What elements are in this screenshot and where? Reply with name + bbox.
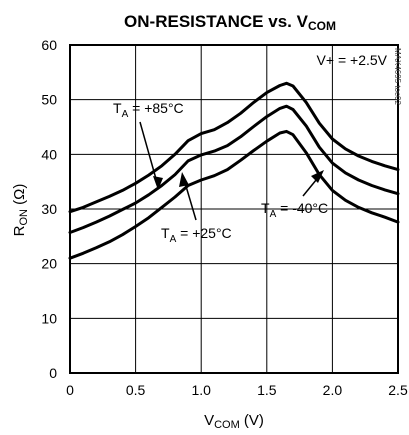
curves (68, 81, 400, 260)
series-label-neg40c: TA = -40°C (261, 200, 328, 220)
x-tick-label: 2.5 (388, 382, 408, 398)
y-tick-label: 50 (41, 92, 57, 108)
curve-85c (68, 81, 400, 214)
y-tick-label: 60 (41, 37, 57, 53)
x-tick-label: 2.0 (323, 382, 343, 398)
x-tick-label: 0.5 (126, 382, 146, 398)
series-arrowhead-25c (179, 172, 189, 187)
chart-title-subscript: COM (308, 19, 336, 33)
chart-title: ON-RESISTANCE vs. VCOM (124, 12, 336, 33)
supply-voltage-annotation: V+ = +2.5V (317, 52, 388, 68)
x-axis-label-unit: (V) (240, 412, 264, 429)
y-axis-label: RON (Ω) (11, 184, 30, 237)
x-tick-label: 0 (66, 382, 74, 398)
curve-25c (68, 104, 400, 234)
series-label-85c-subscript: A (122, 109, 129, 120)
series-annotations: TA = +85°C TA = +25°C TA = -40°C (113, 100, 328, 245)
series-label-neg40c-rest: = -40°C (276, 200, 328, 216)
part-code-label: MAX4695 toc02 (393, 48, 402, 105)
y-tick-label: 0 (49, 365, 57, 381)
y-tick-label: 40 (41, 146, 57, 162)
x-axis-label: VCOM (V) (204, 412, 264, 431)
curve-neg40c (68, 129, 400, 260)
x-axis-label-subscript: COM (214, 419, 240, 431)
y-axis-label-unit: (Ω) (11, 184, 28, 209)
ticks: 0 0.5 1.0 1.5 2.0 2.5 0 10 20 30 40 50 60 (41, 37, 408, 398)
x-tick-label: 1.5 (257, 382, 277, 398)
series-label-neg40c-subscript: A (270, 209, 277, 220)
plot-frame (69, 44, 399, 374)
series-label-85c: TA = +85°C (113, 100, 184, 120)
series-label-25c: TA = +25°C (161, 225, 232, 245)
series-label-85c-rest: = +85°C (128, 100, 183, 116)
y-tick-label: 10 (41, 310, 57, 326)
series-label-25c-subscript: A (170, 234, 177, 245)
x-tick-label: 1.0 (191, 382, 211, 398)
y-tick-label: 30 (41, 201, 57, 217)
series-arrowhead-neg40c (311, 170, 324, 183)
series-label-25c-rest: = +25°C (176, 225, 231, 241)
series-arrow-85c (139, 121, 159, 187)
y-axis-label-subscript: ON (18, 209, 30, 226)
grid (70, 45, 398, 373)
series-arrowhead-85c (153, 176, 163, 190)
y-tick-label: 20 (41, 256, 57, 272)
